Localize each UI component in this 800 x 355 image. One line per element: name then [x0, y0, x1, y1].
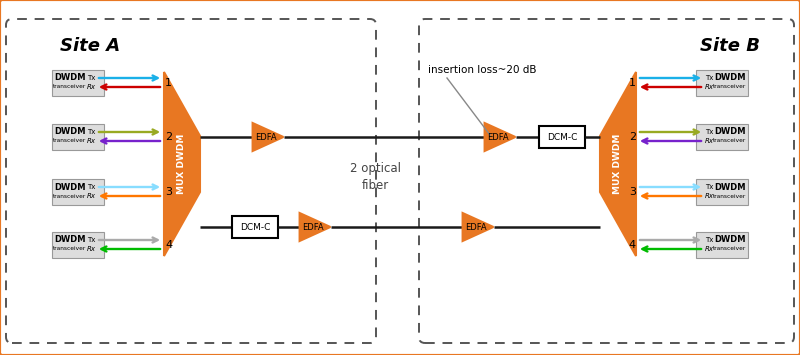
Text: MUX DWDM: MUX DWDM [614, 134, 622, 194]
Text: Tx: Tx [705, 184, 713, 190]
Text: transceiver: transceiver [714, 246, 746, 251]
Text: Rx: Rx [705, 138, 714, 144]
Text: transceiver: transceiver [714, 84, 746, 89]
Polygon shape [164, 72, 200, 256]
Text: EDFA: EDFA [302, 223, 323, 231]
FancyBboxPatch shape [232, 216, 278, 238]
Polygon shape [600, 72, 636, 256]
Text: DWDM: DWDM [54, 235, 86, 245]
Text: Tx: Tx [705, 75, 713, 81]
Text: transceiver: transceiver [54, 193, 86, 198]
Text: DWDM: DWDM [714, 235, 746, 245]
Text: DWDM: DWDM [714, 127, 746, 137]
FancyBboxPatch shape [696, 232, 748, 258]
Text: Tx: Tx [705, 129, 713, 135]
Text: DCM-C: DCM-C [547, 132, 577, 142]
Text: 1: 1 [165, 78, 172, 88]
FancyBboxPatch shape [696, 70, 748, 96]
Polygon shape [462, 213, 494, 241]
Text: insertion loss~20 dB: insertion loss~20 dB [428, 65, 536, 75]
Text: transceiver: transceiver [54, 246, 86, 251]
Text: Rx: Rx [86, 84, 95, 90]
Text: EDFA: EDFA [255, 132, 277, 142]
Text: EDFA: EDFA [487, 132, 509, 142]
Polygon shape [300, 213, 330, 241]
Text: 4: 4 [165, 240, 172, 250]
Text: 2: 2 [165, 132, 172, 142]
FancyBboxPatch shape [52, 232, 104, 258]
Text: Tx: Tx [87, 237, 95, 243]
Text: transceiver: transceiver [54, 138, 86, 143]
Text: 4: 4 [629, 240, 636, 250]
Text: DWDM: DWDM [54, 127, 86, 137]
Text: DWDM: DWDM [714, 182, 746, 191]
Text: DWDM: DWDM [714, 73, 746, 82]
FancyBboxPatch shape [52, 70, 104, 96]
Text: transceiver: transceiver [714, 138, 746, 143]
Text: 1: 1 [629, 78, 636, 88]
FancyBboxPatch shape [52, 179, 104, 205]
Text: Site B: Site B [700, 37, 760, 55]
Text: 3: 3 [629, 187, 636, 197]
Text: transceiver: transceiver [714, 193, 746, 198]
Text: MUX DWDM: MUX DWDM [178, 134, 186, 194]
Text: Rx: Rx [705, 246, 714, 252]
Text: 2 optical
fiber: 2 optical fiber [350, 162, 401, 192]
Text: DCM-C: DCM-C [240, 223, 270, 231]
Text: 2: 2 [629, 132, 636, 142]
Text: DWDM: DWDM [54, 73, 86, 82]
Text: Site A: Site A [60, 37, 120, 55]
Polygon shape [253, 123, 283, 151]
Text: Rx: Rx [86, 246, 95, 252]
FancyBboxPatch shape [696, 179, 748, 205]
Polygon shape [485, 123, 515, 151]
FancyBboxPatch shape [52, 124, 104, 150]
Text: Rx: Rx [86, 193, 95, 199]
Text: Rx: Rx [705, 84, 714, 90]
Text: EDFA: EDFA [465, 223, 486, 231]
FancyBboxPatch shape [539, 126, 585, 148]
FancyBboxPatch shape [696, 124, 748, 150]
Text: Rx: Rx [86, 138, 95, 144]
Text: Tx: Tx [87, 184, 95, 190]
Text: Tx: Tx [87, 75, 95, 81]
Text: Tx: Tx [705, 237, 713, 243]
Text: transceiver: transceiver [54, 84, 86, 89]
Text: 3: 3 [165, 187, 172, 197]
Text: Rx: Rx [705, 193, 714, 199]
Text: Tx: Tx [87, 129, 95, 135]
Text: DWDM: DWDM [54, 182, 86, 191]
